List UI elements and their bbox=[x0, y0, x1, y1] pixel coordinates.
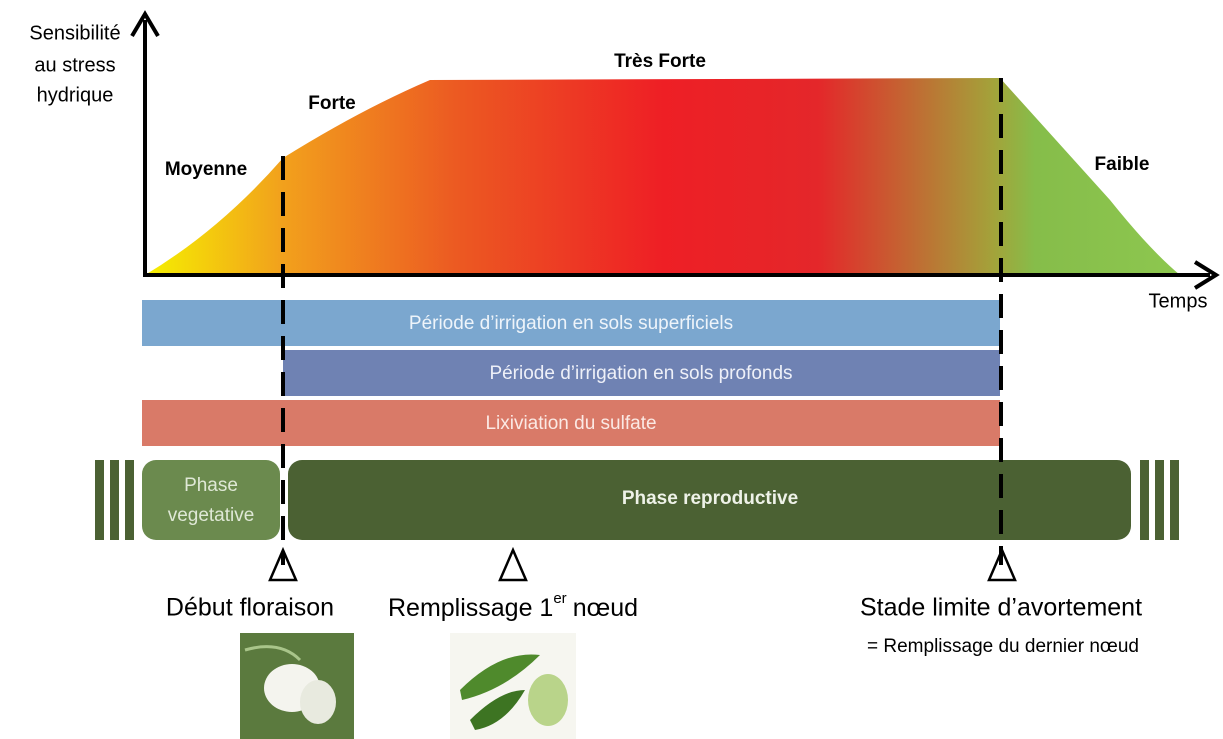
phase-box bbox=[288, 460, 1131, 540]
phase-label: vegetative bbox=[168, 505, 255, 526]
stage-text: nœud bbox=[573, 594, 638, 622]
stage-label: Début floraison bbox=[166, 594, 334, 622]
band-label: Période d’irrigation en sols superficiel… bbox=[409, 313, 733, 334]
band-label: Période d’irrigation en sols profonds bbox=[489, 363, 792, 384]
stage-sup: er bbox=[553, 590, 566, 607]
phase-label: Phase reproductive bbox=[622, 488, 798, 509]
stage-note: = Remplissage du dernier nœud bbox=[867, 636, 1139, 657]
level-label: Moyenne bbox=[165, 159, 247, 180]
level-label: Très Forte bbox=[614, 51, 706, 72]
sensitivity-area bbox=[145, 78, 1180, 275]
y-label: au stress bbox=[34, 54, 115, 76]
y-label: Sensibilité bbox=[29, 22, 120, 44]
level-label: Forte bbox=[308, 93, 356, 114]
flower-photo bbox=[240, 633, 354, 739]
band bbox=[283, 350, 1000, 396]
stage-label: Remplissage 1er nœud bbox=[388, 590, 638, 622]
y-label: hydrique bbox=[37, 84, 114, 106]
dashed-lines bbox=[281, 78, 1003, 565]
x-label: Temps bbox=[1149, 290, 1208, 312]
stage-text: Remplissage 1 bbox=[388, 594, 553, 622]
level-label: Faible bbox=[1095, 154, 1150, 175]
pea-illustration bbox=[450, 633, 576, 739]
band-label: Lixiviation du sulfate bbox=[485, 413, 656, 434]
stage-label: Stade limite d’avortement bbox=[860, 594, 1142, 622]
phase-label: Phase bbox=[184, 475, 238, 496]
stripes bbox=[95, 460, 1179, 540]
axes bbox=[130, 10, 1220, 290]
phase-box bbox=[142, 460, 280, 540]
stage-markers bbox=[268, 546, 1017, 582]
